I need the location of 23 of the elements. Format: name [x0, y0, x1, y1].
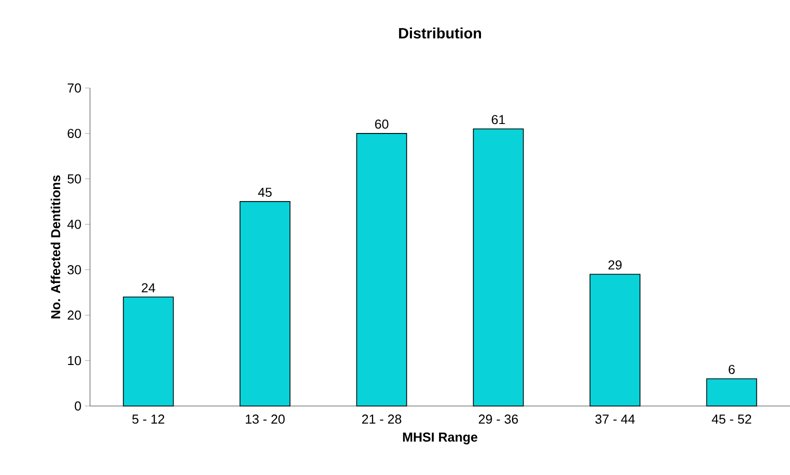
- y-tick-label: 0: [74, 401, 81, 411]
- y-tick-label: 70: [68, 83, 81, 93]
- data-label: 24: [142, 283, 156, 292]
- data-label: 45: [258, 188, 272, 197]
- data-label: 29: [608, 260, 622, 270]
- data-label: 6: [728, 364, 735, 374]
- y-tick-label: 30: [68, 265, 81, 274]
- y-tick-label: 20: [68, 310, 81, 320]
- x-tick-label: 29 - 36: [478, 414, 518, 424]
- x-tick-label: 45 - 52: [712, 414, 752, 424]
- x-axis-title: MHSI Range: [403, 432, 478, 444]
- y-tick-label: 50: [68, 174, 81, 184]
- y-axis-title: No. Affected Dentitions: [50, 175, 60, 318]
- x-tick-label: 37 - 44: [595, 414, 635, 424]
- y-tick-label: 40: [67, 220, 81, 229]
- x-tick-label: 13 - 20: [246, 414, 285, 424]
- y-tick-label: 10: [68, 356, 81, 366]
- chart-title: Distribution: [399, 28, 482, 38]
- data-label: 60: [375, 120, 388, 129]
- y-tick-label: 60: [68, 128, 81, 138]
- x-tick-label: 21 - 28: [362, 414, 402, 424]
- data-label: 61: [492, 114, 505, 124]
- x-tick-label: 5 - 12: [132, 414, 164, 424]
